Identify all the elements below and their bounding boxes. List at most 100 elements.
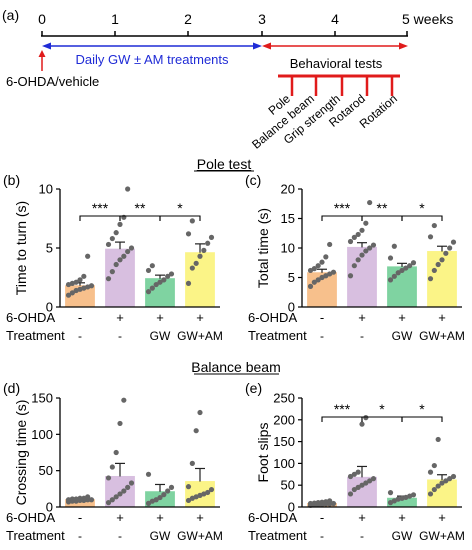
treatment-value: - bbox=[320, 529, 324, 543]
data-point bbox=[327, 498, 333, 504]
data-point bbox=[351, 234, 357, 240]
section-title-beam: Balance beam bbox=[191, 359, 281, 375]
data-point bbox=[117, 491, 123, 497]
data-point bbox=[391, 243, 397, 249]
data-point bbox=[351, 486, 357, 493]
bar bbox=[185, 252, 215, 308]
data-point bbox=[450, 473, 457, 480]
data-point bbox=[319, 259, 325, 265]
data-point bbox=[319, 499, 325, 505]
data-point bbox=[355, 469, 361, 475]
panel-label-a: (a) bbox=[2, 7, 19, 23]
data-point bbox=[330, 500, 337, 507]
treatment-value: - bbox=[118, 529, 122, 543]
data-point bbox=[315, 500, 321, 506]
ohda-value: + bbox=[438, 310, 446, 325]
data-point bbox=[311, 266, 317, 272]
data-point bbox=[88, 497, 95, 503]
treatment-arrow-head-right bbox=[253, 42, 262, 50]
row-label-treatment: Treatment bbox=[248, 528, 307, 543]
data-point bbox=[69, 290, 75, 296]
data-point bbox=[443, 478, 449, 484]
treatment-value: - bbox=[360, 329, 364, 343]
ohda-value: - bbox=[78, 310, 82, 325]
data-point bbox=[363, 415, 369, 421]
data-point bbox=[431, 486, 437, 493]
significance-label: ** bbox=[135, 200, 146, 216]
ohda-value: + bbox=[156, 310, 164, 325]
y-tick-label: 5 bbox=[288, 270, 295, 285]
data-point bbox=[355, 257, 361, 263]
row-label-treatment: Treatment bbox=[6, 328, 65, 343]
data-point bbox=[109, 464, 115, 470]
data-point bbox=[431, 267, 437, 274]
data-point bbox=[347, 273, 354, 279]
significance-bracket bbox=[321, 215, 363, 221]
significance-bracket bbox=[401, 416, 443, 422]
data-point bbox=[185, 497, 192, 504]
data-point bbox=[105, 500, 112, 506]
significance-label: ** bbox=[377, 200, 388, 216]
y-tick-label: 200 bbox=[273, 412, 295, 427]
data-point bbox=[370, 242, 377, 248]
timeline-tick-label-2: 2 bbox=[184, 11, 192, 27]
data-point bbox=[168, 484, 175, 490]
timeline-tick-label-1: 1 bbox=[111, 11, 119, 27]
panel-label: (c) bbox=[245, 172, 261, 188]
timeline-panel: (a) 0 1 2 3 4 5 weeks 6-OHDA/vehicle Dai… bbox=[2, 7, 453, 152]
data-point bbox=[427, 469, 434, 475]
panel-label: (b) bbox=[3, 172, 20, 188]
ohda-value: + bbox=[116, 510, 124, 525]
data-point bbox=[307, 283, 314, 289]
ohda-value: + bbox=[196, 510, 204, 525]
data-point bbox=[189, 265, 195, 271]
data-point bbox=[359, 252, 365, 258]
y-tick-label: 10 bbox=[281, 241, 295, 256]
data-point bbox=[149, 263, 155, 269]
data-point bbox=[370, 476, 377, 482]
data-point bbox=[435, 261, 441, 268]
data-point bbox=[363, 248, 369, 254]
panel-label: (d) bbox=[3, 380, 20, 396]
data-point bbox=[85, 494, 91, 500]
data-point bbox=[121, 253, 127, 259]
significance-label: * bbox=[379, 401, 385, 417]
significance-label: *** bbox=[334, 200, 351, 216]
treatment-label: Daily GW ± AM treatments bbox=[75, 52, 229, 67]
treatment-value: - bbox=[78, 329, 82, 343]
treatment-value: - bbox=[78, 529, 82, 543]
data-point bbox=[399, 267, 405, 274]
data-point bbox=[435, 483, 441, 489]
data-point bbox=[197, 409, 203, 416]
y-tick-label: 0 bbox=[288, 300, 295, 315]
data-point bbox=[121, 488, 127, 494]
data-point bbox=[189, 218, 195, 224]
data-point bbox=[113, 494, 119, 500]
data-point bbox=[193, 260, 199, 266]
data-point bbox=[125, 484, 131, 490]
timeline-tick-label-3: 3 bbox=[258, 11, 266, 27]
treatment-value: - bbox=[360, 529, 364, 543]
data-point bbox=[205, 489, 211, 496]
y-tick-label: 100 bbox=[273, 456, 295, 471]
data-point bbox=[367, 199, 373, 206]
injection-label: 6-OHDA/vehicle bbox=[6, 74, 99, 89]
behavior-arrow-head-right bbox=[399, 42, 408, 50]
data-point bbox=[145, 267, 152, 274]
data-point bbox=[311, 279, 317, 285]
data-point bbox=[431, 462, 437, 469]
treatment-value: GW+AM bbox=[177, 329, 223, 343]
data-point bbox=[359, 482, 365, 488]
row-label-6-ohda: 6-OHDA bbox=[6, 310, 55, 325]
data-point bbox=[315, 263, 321, 269]
data-point bbox=[363, 220, 369, 226]
y-tick-label: 50 bbox=[39, 463, 53, 478]
row-label-6-ohda: 6-OHDA bbox=[248, 310, 297, 325]
data-point bbox=[113, 230, 119, 236]
data-point bbox=[391, 273, 397, 279]
data-point bbox=[105, 276, 112, 282]
data-point bbox=[165, 488, 171, 494]
data-point bbox=[407, 263, 413, 269]
significance-label: * bbox=[177, 200, 183, 216]
